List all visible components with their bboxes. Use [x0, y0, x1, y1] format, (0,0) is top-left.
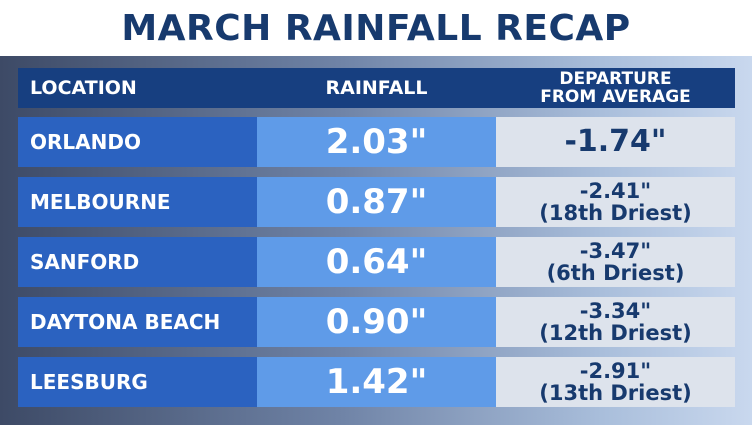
- table-row: SANFORD 0.64" -3.47" (6th Driest): [18, 237, 735, 287]
- header-departure-line1: DEPARTURE: [559, 69, 672, 89]
- driest-rank: (6th Driest): [546, 261, 685, 285]
- table-row: ORLANDO 2.03" -1.74": [18, 117, 735, 167]
- rainfall-cell: 2.03": [257, 117, 496, 167]
- header-departure-line2: FROM AVERAGE: [540, 87, 691, 107]
- rainfall-cell: 1.42": [257, 357, 496, 407]
- rainfall-cell: 0.64": [257, 237, 496, 287]
- departure-value: -3.34": [579, 299, 652, 323]
- departure-cell: -2.91" (13th Driest): [496, 357, 735, 407]
- driest-rank: (13th Driest): [539, 381, 692, 405]
- departure-cell: -3.34" (12th Driest): [496, 297, 735, 347]
- departure-cell: -2.41" (18th Driest): [496, 177, 735, 227]
- departure-cell: -1.74": [496, 117, 735, 167]
- table-row: LEESBURG 1.42" -2.91" (13th Driest): [18, 357, 735, 407]
- departure-value: -1.74": [564, 124, 667, 159]
- header-departure: DEPARTURE FROM AVERAGE: [496, 68, 735, 108]
- driest-rank: (12th Driest): [539, 321, 692, 345]
- departure-cell: -3.47" (6th Driest): [496, 237, 735, 287]
- rainfall-cell: 0.90": [257, 297, 496, 347]
- header-location: LOCATION: [30, 77, 137, 99]
- location-cell: LEESBURG: [18, 357, 257, 407]
- location-cell: DAYTONA BEACH: [18, 297, 257, 347]
- driest-rank: (18th Driest): [539, 201, 692, 225]
- rainfall-cell: 0.87": [257, 177, 496, 227]
- location-cell: ORLANDO: [18, 117, 257, 167]
- departure-value: -3.47": [579, 239, 652, 263]
- header-rainfall: RAINFALL: [325, 77, 428, 99]
- departure-value: -2.91": [579, 359, 652, 383]
- table-header: LOCATION RAINFALL DEPARTURE FROM AVERAGE: [18, 68, 735, 108]
- location-cell: SANFORD: [18, 237, 257, 287]
- page-title: MARCH RAINFALL RECAP: [0, 0, 752, 56]
- departure-value: -2.41": [579, 179, 652, 203]
- table-row: DAYTONA BEACH 0.90" -3.34" (12th Driest): [18, 297, 735, 347]
- table-row: MELBOURNE 0.87" -2.41" (18th Driest): [18, 177, 735, 227]
- location-cell: MELBOURNE: [18, 177, 257, 227]
